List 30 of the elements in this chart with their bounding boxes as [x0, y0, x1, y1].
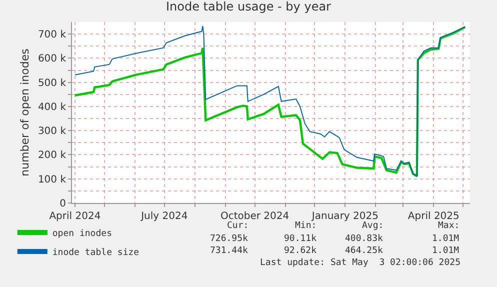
text: 464.25k — [345, 246, 384, 256]
text: Min: — [295, 221, 317, 231]
text: Cur: — [227, 221, 249, 231]
y-tick-label: 200 k — [38, 150, 66, 162]
y-tick-label: 100 k — [38, 174, 66, 186]
y-axis-title: number of open inodes — [18, 48, 32, 176]
y-tick-label: 500 k — [38, 78, 66, 89]
text: Max: — [438, 221, 460, 231]
text: Last update: Sat May 3 02:00:06 2025 — [260, 258, 460, 268]
chart-title: Inode table usage - by year — [166, 0, 332, 14]
x-tick-label: October 2024 — [220, 211, 290, 222]
y-tick-label: 700 k — [38, 30, 66, 41]
y-tick-label: 400 k — [38, 102, 66, 113]
x-tick-label: April 2025 — [408, 211, 460, 222]
y-tick-label: 600 k — [38, 54, 66, 65]
x-tick-label: April 2024 — [49, 211, 101, 222]
text: Avg: — [362, 221, 384, 231]
x-tick-label: July 2024 — [140, 211, 188, 222]
text: 90.11k — [284, 234, 318, 244]
text: 1.01M — [432, 234, 460, 244]
x-tick-label: January 2025 — [310, 211, 378, 222]
y-tick-label: 0 — [60, 198, 66, 210]
y-tick-label: 300 k — [38, 126, 66, 138]
legend-label: inode table size — [52, 248, 140, 258]
legend-label: open inodes — [52, 229, 112, 240]
text: 726.95k — [210, 234, 249, 244]
text: 92.62k — [284, 246, 318, 256]
text: 400.83k — [345, 234, 384, 244]
text: 731.44k — [210, 246, 249, 256]
text: 1.01M — [432, 246, 460, 256]
